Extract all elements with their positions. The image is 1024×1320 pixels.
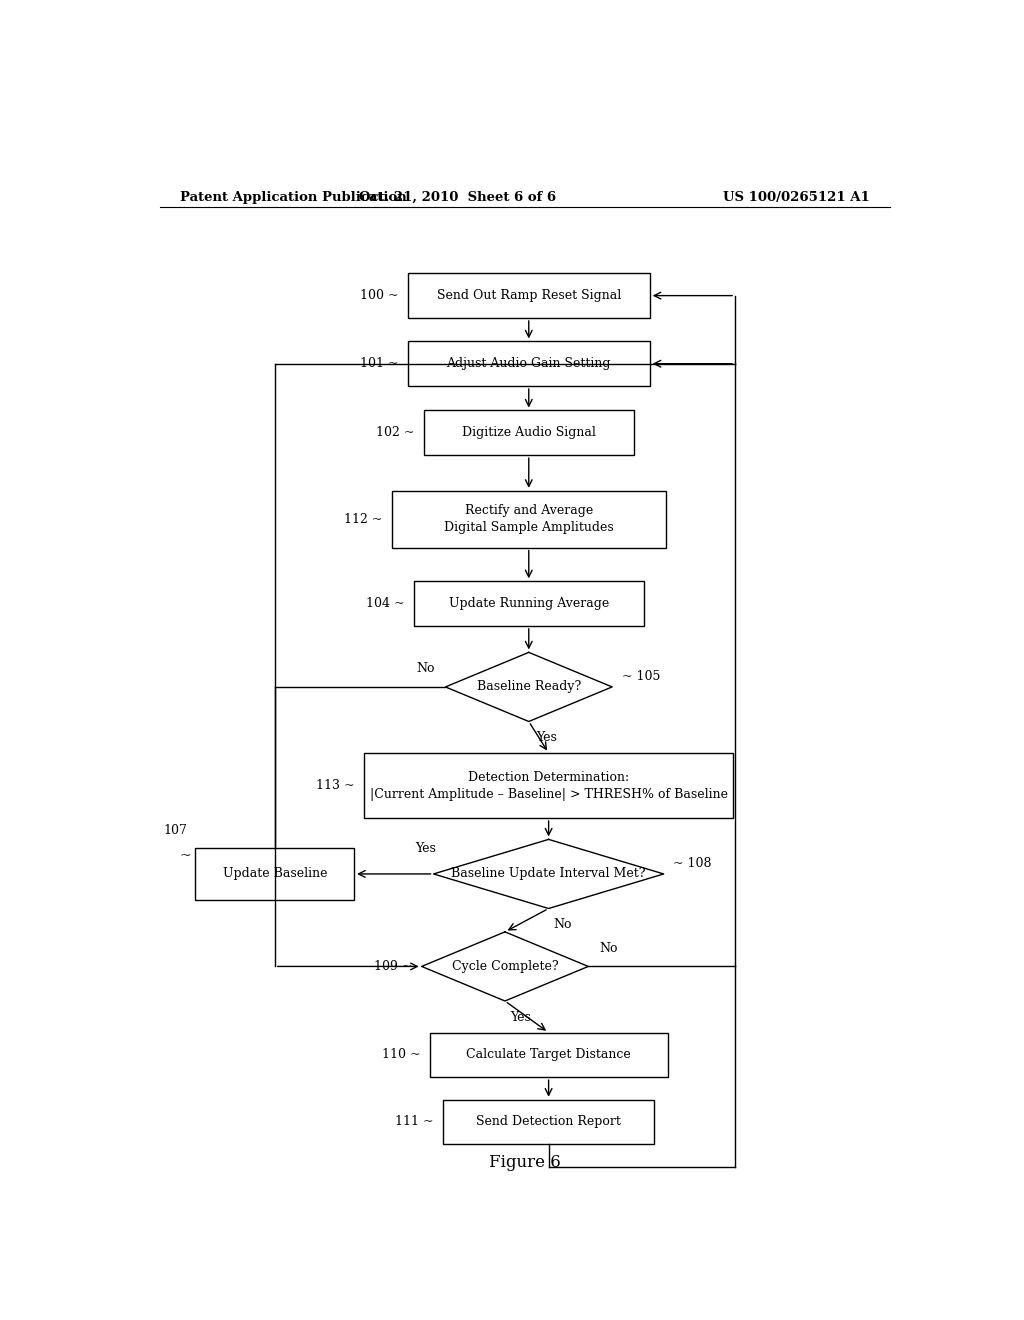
Text: Rectify and Average
Digital Sample Amplitudes: Rectify and Average Digital Sample Ampli… — [443, 504, 613, 535]
Text: US 100/0265121 A1: US 100/0265121 A1 — [723, 190, 870, 203]
Bar — [424, 411, 634, 455]
Text: Yes: Yes — [510, 1011, 531, 1024]
Text: 110 ~: 110 ~ — [382, 1048, 420, 1061]
Text: Update Baseline: Update Baseline — [222, 867, 327, 880]
Text: No: No — [554, 919, 572, 932]
Text: Patent Application Publication: Patent Application Publication — [179, 190, 407, 203]
Bar — [430, 1032, 668, 1077]
Polygon shape — [422, 932, 588, 1001]
Text: ~ 105: ~ 105 — [622, 671, 660, 684]
Bar — [408, 342, 650, 385]
Text: Calculate Target Distance: Calculate Target Distance — [466, 1048, 631, 1061]
Text: Adjust Audio Gain Setting: Adjust Audio Gain Setting — [446, 358, 611, 370]
Text: 104 ~: 104 ~ — [366, 597, 404, 610]
Text: Cycle Complete?: Cycle Complete? — [452, 960, 558, 973]
Text: 101 ~: 101 ~ — [359, 358, 398, 370]
Text: Oct. 21, 2010  Sheet 6 of 6: Oct. 21, 2010 Sheet 6 of 6 — [358, 190, 556, 203]
Text: Detection Determination:
|Current Amplitude – Baseline| > THRESH% of Baseline: Detection Determination: |Current Amplit… — [370, 771, 728, 800]
Bar — [365, 752, 733, 818]
Text: Update Running Average: Update Running Average — [449, 597, 609, 610]
Text: No: No — [417, 663, 435, 675]
Text: Figure 6: Figure 6 — [488, 1154, 561, 1171]
Text: Send Out Ramp Reset Signal: Send Out Ramp Reset Signal — [436, 289, 621, 302]
Text: No: No — [599, 941, 617, 954]
Text: Yes: Yes — [536, 731, 557, 744]
Text: Baseline Ready?: Baseline Ready? — [476, 680, 581, 693]
Text: Digitize Audio Signal: Digitize Audio Signal — [462, 426, 596, 440]
Text: 111 ~: 111 ~ — [395, 1115, 434, 1129]
Text: 109 ~: 109 ~ — [374, 960, 412, 973]
Text: 107: 107 — [164, 825, 187, 837]
Bar — [414, 581, 644, 626]
Bar — [443, 1100, 653, 1144]
Bar — [392, 491, 666, 548]
Bar — [196, 847, 354, 900]
Polygon shape — [445, 652, 612, 722]
Text: 102 ~: 102 ~ — [376, 426, 414, 440]
Text: 112 ~: 112 ~ — [344, 512, 382, 525]
Text: Baseline Update Interval Met?: Baseline Update Interval Met? — [452, 867, 646, 880]
Bar — [408, 273, 650, 318]
Text: 113 ~: 113 ~ — [316, 779, 354, 792]
Text: ~ 108: ~ 108 — [673, 857, 712, 870]
Text: 100 ~: 100 ~ — [359, 289, 398, 302]
Text: Yes: Yes — [415, 842, 436, 855]
Polygon shape — [433, 840, 664, 908]
Text: Send Detection Report: Send Detection Report — [476, 1115, 621, 1129]
Text: ~: ~ — [180, 850, 191, 863]
